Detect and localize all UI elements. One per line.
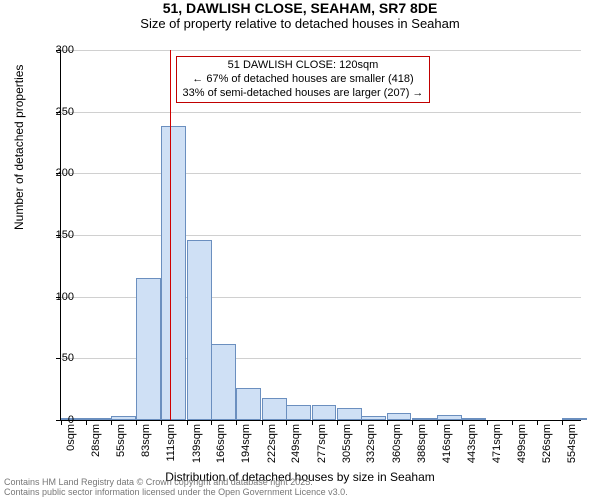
ytick-label: 200 [56, 167, 74, 179]
xtick-mark [86, 420, 87, 425]
marker-line [170, 50, 171, 420]
xtick-mark [111, 420, 112, 425]
footer-line-2: Contains public sector information licen… [4, 488, 348, 498]
xtick-label: 388sqm [416, 424, 428, 463]
ytick-label: 100 [56, 291, 74, 303]
gridline [61, 173, 581, 174]
xtick-label: 0sqm [65, 424, 77, 451]
ytick-label: 250 [56, 106, 74, 118]
xtick-mark [512, 420, 513, 425]
xtick-label: 83sqm [140, 424, 152, 457]
histogram-bar [262, 398, 287, 420]
xtick-label: 28sqm [90, 424, 102, 457]
histogram-bar [136, 278, 161, 420]
xtick-label: 166sqm [215, 424, 227, 463]
chart-title-main: 51, DAWLISH CLOSE, SEAHAM, SR7 8DE [0, 0, 600, 16]
xtick-label: 526sqm [541, 424, 553, 463]
histogram-bar [562, 418, 587, 420]
histogram-bar [412, 418, 437, 420]
xtick-mark [487, 420, 488, 425]
xtick-mark [61, 420, 62, 425]
histogram-bar [86, 418, 111, 420]
xtick-label: 332sqm [365, 424, 377, 463]
gridline [61, 235, 581, 236]
xtick-label: 416sqm [441, 424, 453, 463]
histogram-bar [387, 413, 412, 420]
ytick-label: 50 [62, 352, 74, 364]
histogram-bar [361, 416, 386, 420]
chart-title-block: 51, DAWLISH CLOSE, SEAHAM, SR7 8DE Size … [0, 0, 600, 31]
xtick-mark [187, 420, 188, 425]
xtick-mark [136, 420, 137, 425]
xtick-label: 249sqm [290, 424, 302, 463]
xtick-mark [337, 420, 338, 425]
xtick-mark [462, 420, 463, 425]
xtick-label: 111sqm [165, 424, 177, 462]
xtick-mark [236, 420, 237, 425]
ytick-mark [56, 358, 61, 359]
xtick-label: 139sqm [191, 424, 203, 463]
xtick-mark [412, 420, 413, 425]
xtick-label: 55sqm [115, 424, 127, 457]
xtick-label: 194sqm [240, 424, 252, 463]
xtick-label: 222sqm [266, 424, 278, 463]
xtick-label: 554sqm [566, 424, 578, 463]
histogram-bar [161, 126, 186, 420]
histogram-bar [337, 408, 362, 420]
chart-title-sub: Size of property relative to detached ho… [0, 16, 600, 31]
xtick-label: 443sqm [466, 424, 478, 463]
xtick-mark [562, 420, 563, 425]
xtick-mark [286, 420, 287, 425]
xtick-label: 499sqm [516, 424, 528, 463]
plot-region: 0sqm28sqm55sqm83sqm111sqm139sqm166sqm194… [60, 50, 581, 421]
xtick-mark [211, 420, 212, 425]
gridline [61, 50, 581, 51]
histogram-bar [111, 416, 136, 420]
annotation-line-2: ← 67% of detached houses are smaller (41… [183, 73, 424, 87]
histogram-bar [462, 418, 487, 420]
ytick-label: 150 [56, 229, 74, 241]
xtick-mark [161, 420, 162, 425]
annotation-line-3: 33% of semi-detached houses are larger (… [183, 87, 424, 101]
xtick-mark [437, 420, 438, 425]
xtick-mark [312, 420, 313, 425]
xtick-label: 277sqm [316, 424, 328, 463]
footer-attribution: Contains HM Land Registry data © Crown c… [4, 478, 348, 498]
xtick-label: 305sqm [341, 424, 353, 463]
gridline [61, 112, 581, 113]
chart-area: 0sqm28sqm55sqm83sqm111sqm139sqm166sqm194… [60, 50, 580, 420]
xtick-mark [387, 420, 388, 425]
xtick-mark [537, 420, 538, 425]
histogram-bar [286, 405, 311, 420]
histogram-bar [187, 240, 212, 420]
annotation-line-1: 51 DAWLISH CLOSE: 120sqm [183, 59, 424, 73]
y-axis-label: Number of detached properties [12, 65, 26, 230]
xtick-mark [361, 420, 362, 425]
histogram-bar [312, 405, 337, 420]
ytick-label: 300 [56, 44, 74, 56]
histogram-bar [236, 388, 261, 420]
histogram-bar [437, 415, 462, 420]
xtick-mark [262, 420, 263, 425]
annotation-box: 51 DAWLISH CLOSE: 120sqm← 67% of detache… [176, 56, 431, 103]
ytick-label: 0 [68, 414, 74, 426]
xtick-label: 471sqm [491, 424, 503, 463]
xtick-label: 360sqm [391, 424, 403, 463]
histogram-bar [211, 344, 236, 420]
